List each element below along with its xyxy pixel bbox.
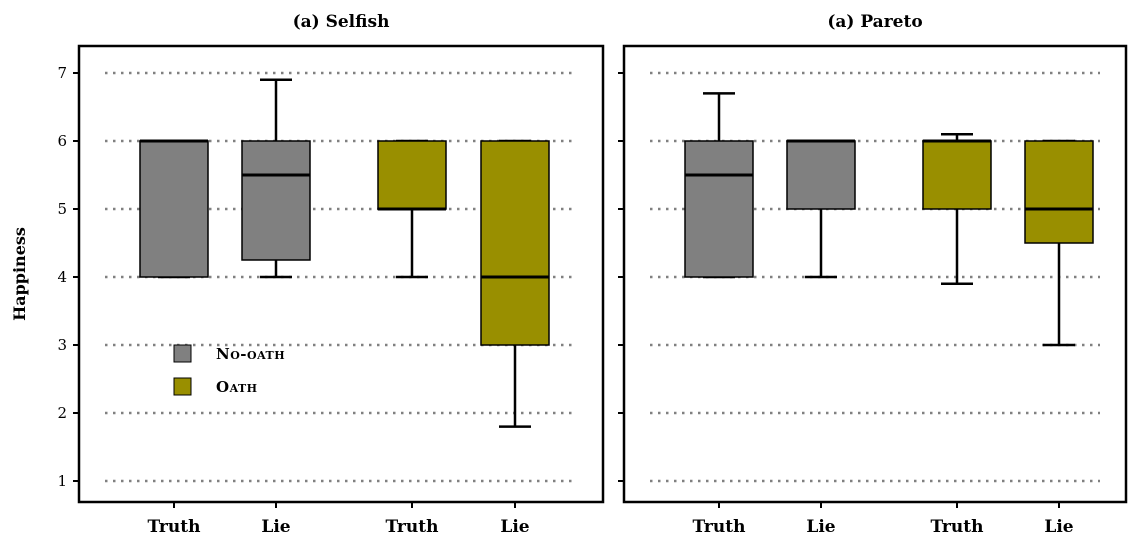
panel-1-box-no-oath-truth — [139, 140, 209, 278]
panel-1-xtick-label: Lie — [500, 517, 529, 537]
panel-2-xtick-label: Truth — [693, 517, 746, 537]
legend-label-no-oath: No-oath — [216, 345, 285, 363]
panel-1-box-oath-lie — [480, 140, 550, 346]
panel-2-box-oath-lie — [1024, 140, 1094, 244]
panel-2-box-no-oath-lie — [786, 140, 856, 210]
ytick-label: 3 — [57, 336, 67, 354]
legend-swatch-oath — [173, 377, 192, 396]
panel-1-xtick-label: Truth — [148, 517, 201, 537]
ytick-label: 7 — [57, 64, 67, 82]
ytick-label: 5 — [57, 200, 67, 218]
panel-2-box-oath-truth — [922, 140, 992, 210]
ytick-label: 6 — [57, 132, 67, 150]
legend-label-oath: Oath — [216, 378, 258, 396]
panel-1-box-no-oath-lie — [241, 140, 311, 261]
ytick-label: 4 — [57, 268, 67, 286]
panel-1-xtick-label: Truth — [386, 517, 439, 537]
panel-2-title: (a) Pareto — [827, 12, 922, 32]
panel-2-box-no-oath-truth — [684, 140, 754, 278]
y-axis-label: Happiness — [10, 227, 29, 321]
ytick-label: 1 — [57, 472, 67, 490]
panel-2-frame — [622, 44, 1128, 504]
panel-1-frame — [77, 44, 605, 504]
panel-2-xtick-label: Truth — [931, 517, 984, 537]
panel-1-box-oath-truth — [377, 140, 447, 210]
legend-swatch-no-oath — [173, 344, 192, 363]
panel-2-xtick-label: Lie — [806, 517, 835, 537]
ytick-label: 2 — [57, 404, 67, 422]
panel-1-title: (a) Selfish — [293, 12, 390, 32]
panel-2-xtick-label: Lie — [1044, 517, 1073, 537]
panel-1-xtick-label: Lie — [261, 517, 290, 537]
